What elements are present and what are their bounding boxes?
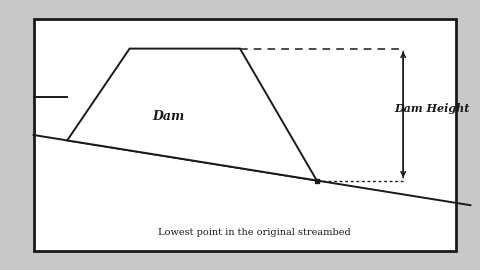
Polygon shape	[67, 49, 317, 181]
Text: Dam: Dam	[152, 110, 184, 123]
FancyBboxPatch shape	[34, 19, 456, 251]
Text: Dam Height: Dam Height	[394, 103, 470, 113]
Text: Lowest point in the original streambed: Lowest point in the original streambed	[158, 228, 351, 237]
